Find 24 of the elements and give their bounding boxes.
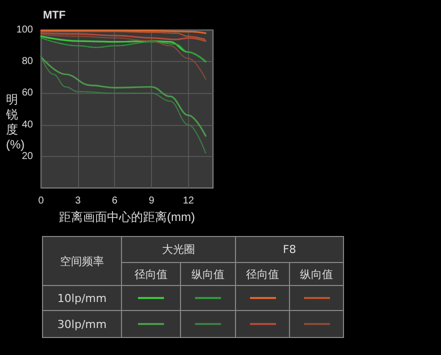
y-tick-label: 40 (22, 119, 34, 130)
y-tick-label: 20 (22, 150, 34, 162)
x-axis-title: 距离画面中心的距离(mm) (59, 210, 195, 224)
x-tick-label: 3 (75, 196, 82, 206)
y-tick-label: 100 (16, 24, 34, 36)
line-series (40, 56, 206, 154)
x-tick-label: 0 (38, 196, 44, 206)
text: 纵向值 (290, 262, 344, 286)
text: 大光圈 (122, 236, 236, 262)
y-tick-label: 80 (22, 56, 34, 68)
text: 径向值 (122, 262, 180, 286)
line-series (40, 56, 206, 137)
x-tick-label: 9 (148, 196, 155, 206)
x-tick-label: 12 (182, 196, 194, 206)
text: 纵向值 (180, 262, 236, 286)
text: F8 (236, 236, 344, 262)
text: 10lp/mm (42, 286, 122, 310)
chart-title: MTF (43, 10, 66, 22)
y-tick-label: 60 (22, 88, 34, 99)
x-tick-label: 6 (112, 196, 118, 206)
text: 30lp/mm (42, 310, 122, 338)
text: 径向值 (236, 262, 290, 286)
text: 空间频率 (42, 236, 122, 286)
line-series (40, 34, 206, 80)
